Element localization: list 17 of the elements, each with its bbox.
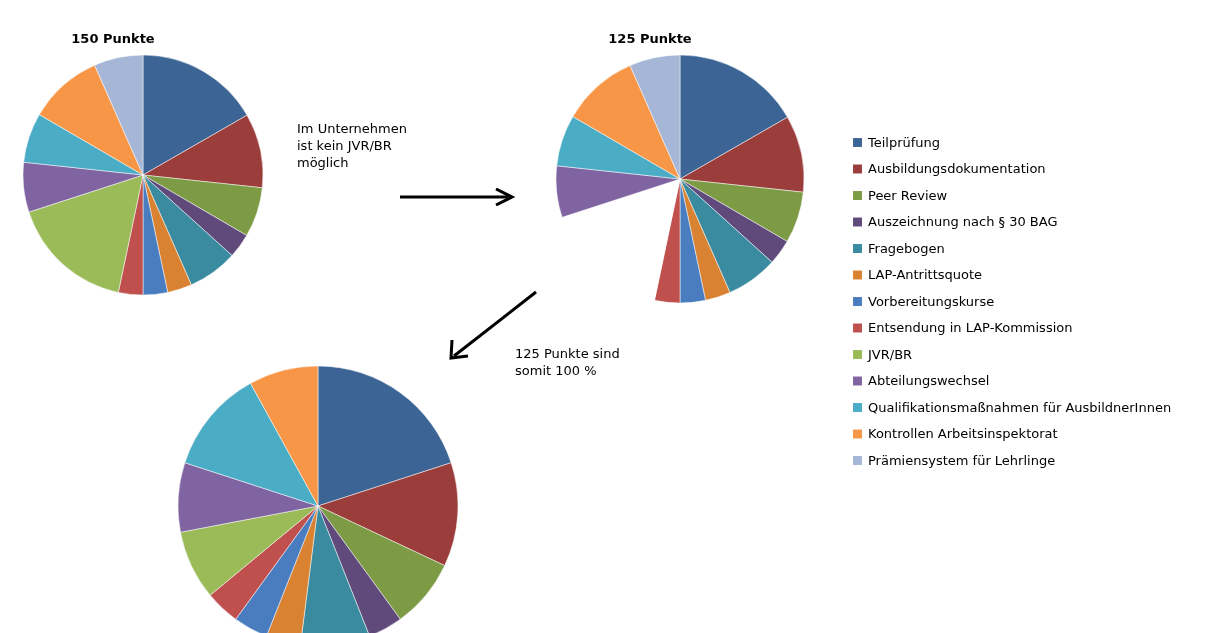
- legend-label: Fragebogen: [868, 240, 945, 256]
- legend-label: Peer Review: [868, 187, 948, 203]
- text: 125 Punkte sind somit 100 %: [515, 345, 621, 379]
- legend-label: Auszeichnung nach § 30 BAG: [868, 214, 1058, 229]
- legend-label: Kontrollen Arbeitsinspektorat: [868, 426, 1058, 441]
- legend-label: Prämiensystem für Lehrlinge: [868, 452, 1056, 468]
- legend-label: Teilprüfung: [867, 134, 941, 150]
- legend-label: Vorbereitungskurse: [868, 293, 995, 309]
- legend-label: LAP-Antrittsquote: [868, 267, 983, 282]
- legend-label: JVR/BR: [867, 346, 913, 362]
- legend-label: Entsendung in LAP-Kommission: [868, 320, 1073, 335]
- legend-label: Ausbildungsdokumentation: [868, 161, 1046, 176]
- chart-title: 150 Punkte: [71, 31, 155, 46]
- legend-label: Abteilungswechsel: [868, 373, 990, 388]
- chart-title: 125 Punkte: [608, 31, 692, 46]
- text: Im Unternehmen ist kein JVR/BR möglich: [297, 120, 407, 171]
- legend-label: Qualifikationsmaßnahmen für AusbildnerInnen: [868, 399, 1172, 415]
